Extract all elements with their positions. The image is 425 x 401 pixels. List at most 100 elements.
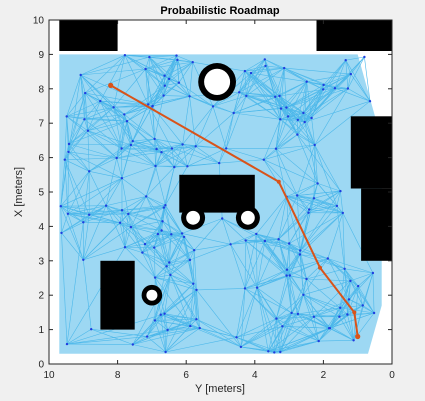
planned-path — [108, 82, 361, 340]
roadmap-node — [195, 288, 198, 292]
roadmap-edge — [286, 196, 290, 244]
roadmap-node — [310, 116, 313, 120]
roadmap-edge — [230, 244, 246, 289]
roadmap-edge — [236, 318, 277, 338]
roadmap-node — [167, 77, 171, 81]
roadmap-edge — [297, 183, 318, 196]
roadmap-edge — [153, 247, 156, 278]
roadmap-edge — [147, 327, 200, 337]
roadmap-node — [363, 55, 366, 59]
roadmap-edge — [68, 130, 89, 153]
roadmap-edge — [190, 289, 197, 327]
roadmap-edge — [61, 214, 90, 234]
roadmap-edge — [163, 207, 172, 235]
roadmap-edge — [87, 130, 122, 149]
roadmap-edge — [276, 312, 292, 319]
roadmap-edge — [268, 318, 277, 352]
roadmap-edge — [171, 148, 175, 168]
roadmap-node — [312, 315, 316, 318]
roadmap-edge — [275, 144, 315, 149]
roadmap-edge — [124, 246, 143, 253]
roadmap-edge — [66, 107, 114, 117]
path-waypoint — [352, 310, 357, 315]
roadmap-edge — [130, 226, 162, 231]
roadmap-edge — [154, 236, 185, 248]
roadmap-edge — [256, 233, 301, 255]
roadmap-edge — [146, 313, 165, 337]
roadmap-edge — [130, 226, 155, 248]
roadmap-node — [302, 111, 305, 115]
roadmap-edge — [154, 138, 156, 167]
roadmap-edge — [162, 221, 172, 235]
roadmap-node — [326, 257, 329, 260]
roadmap-edge — [116, 114, 125, 159]
roadmap-edge — [124, 54, 165, 86]
roadmap-edge — [83, 205, 107, 223]
roadmap-edge — [132, 327, 200, 345]
roadmap-edge — [154, 320, 168, 331]
roadmap-edge — [348, 272, 374, 300]
roadmap-edge — [240, 318, 277, 348]
roadmap-node — [344, 59, 347, 62]
roadmap-edge — [222, 218, 266, 242]
roadmap-edge — [163, 95, 190, 97]
roadmap-edge — [274, 312, 292, 353]
roadmap-edge — [314, 144, 341, 192]
roadmap-edge — [145, 55, 177, 70]
roadmap-edge — [303, 294, 340, 317]
roadmap-edge — [193, 250, 195, 284]
roadmap-node — [163, 84, 166, 87]
roadmap-edge — [164, 313, 200, 329]
roadmap-edge — [318, 340, 354, 342]
roadmap-edge — [246, 67, 285, 97]
roadmap-edge — [84, 93, 89, 131]
roadmap-edge — [289, 275, 292, 313]
roadmap-node — [298, 253, 302, 256]
roadmap-edge — [84, 107, 114, 120]
roadmap-edge — [299, 254, 345, 270]
roadmap-node — [143, 242, 147, 246]
roadmap-node — [84, 91, 87, 95]
roadmap-node — [154, 164, 157, 168]
roadmap-node — [278, 94, 281, 98]
roadmap-edge — [304, 121, 315, 146]
roadmap-edge — [80, 68, 146, 76]
roadmap-edge — [89, 214, 121, 224]
roadmap-edge — [348, 299, 375, 314]
roadmap-node — [198, 326, 201, 330]
roadmap-edge — [329, 305, 363, 329]
roadmap-edge — [66, 74, 81, 117]
roadmap-edge — [66, 116, 69, 152]
roadmap-edge — [199, 327, 237, 338]
roadmap-edge — [309, 209, 343, 214]
roadmap-edge — [182, 96, 190, 145]
roadmap-edge — [64, 159, 90, 215]
roadmap-edge — [268, 340, 319, 352]
roadmap-node — [141, 251, 144, 254]
roadmap-edge — [193, 250, 197, 290]
roadmap-edge — [66, 329, 168, 345]
roadmap-node — [115, 156, 118, 160]
roadmap-edge — [244, 71, 247, 96]
roadmap-edge — [245, 240, 258, 288]
roadmap-edge — [306, 81, 324, 86]
roadmap-node — [63, 158, 66, 161]
roadmap-edge — [144, 243, 155, 248]
path-start-marker — [108, 82, 114, 88]
roadmap-edge — [61, 232, 84, 260]
roadmap-node — [153, 276, 157, 279]
roadmap-edge — [306, 278, 341, 309]
roadmap-edge — [297, 88, 349, 121]
roadmap-edge — [313, 316, 354, 341]
roadmap-edge — [148, 96, 190, 105]
roadmap-node — [262, 158, 265, 161]
roadmap-node — [88, 170, 91, 173]
roadmap-edge — [280, 326, 283, 353]
roadmap-edge — [154, 138, 196, 147]
y-tick-label: 0 — [38, 360, 44, 371]
roadmap-edge — [149, 56, 178, 61]
roadmap-edge — [128, 204, 166, 215]
roadmap-edge — [121, 148, 156, 167]
roadmap-node — [65, 342, 69, 346]
